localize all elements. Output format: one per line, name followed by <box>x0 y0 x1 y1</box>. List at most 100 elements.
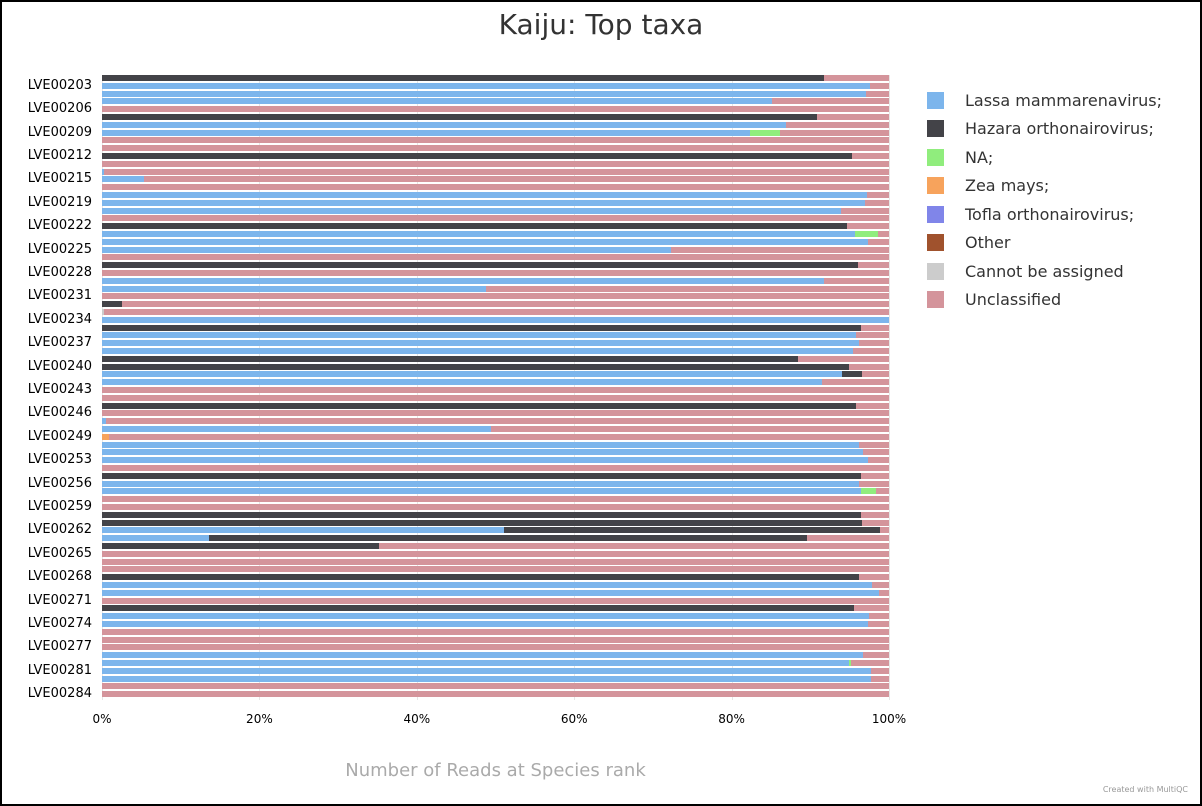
bar[interactable] <box>102 82 889 89</box>
bar[interactable] <box>102 129 889 136</box>
bar[interactable] <box>102 223 889 230</box>
bar[interactable] <box>102 145 889 152</box>
bar[interactable] <box>102 90 889 97</box>
bar[interactable] <box>102 667 889 674</box>
segment-na <box>750 129 780 136</box>
bar[interactable] <box>102 184 889 191</box>
bar[interactable] <box>102 316 889 323</box>
bar[interactable] <box>102 582 889 588</box>
legend-item[interactable]: Unclassified <box>927 286 1162 315</box>
bar[interactable] <box>102 465 889 471</box>
bar[interactable] <box>102 285 889 292</box>
bar[interactable] <box>102 160 889 167</box>
bar[interactable] <box>102 262 889 269</box>
legend-item[interactable]: NA; <box>927 143 1162 172</box>
y-axis-label: LVE00249 <box>27 428 92 444</box>
bar[interactable] <box>102 543 889 549</box>
bar[interactable] <box>102 675 889 682</box>
bar[interactable] <box>102 199 889 206</box>
bar[interactable] <box>102 75 889 81</box>
bar[interactable] <box>102 363 889 370</box>
bar[interactable] <box>102 441 889 448</box>
bar[interactable] <box>102 558 889 565</box>
bar[interactable] <box>102 613 889 620</box>
bar[interactable] <box>102 254 889 261</box>
segment-unclassified <box>144 176 889 183</box>
bar[interactable] <box>102 332 889 339</box>
bar[interactable] <box>102 348 889 354</box>
bar[interactable] <box>102 137 889 144</box>
bar[interactable] <box>102 426 889 432</box>
segment-unclassified <box>102 137 889 144</box>
bar[interactable] <box>102 683 889 690</box>
y-axis-label: LVE00240 <box>27 358 92 374</box>
bar[interactable] <box>102 98 889 105</box>
bar[interactable] <box>102 605 889 612</box>
legend-item[interactable]: Other <box>927 229 1162 258</box>
bar[interactable] <box>102 589 889 596</box>
legend-item[interactable]: Hazara orthonairovirus; <box>927 115 1162 144</box>
bar[interactable] <box>102 246 889 253</box>
bar[interactable] <box>102 121 889 128</box>
legend-item[interactable]: Lassa mammarenavirus; <box>927 86 1162 115</box>
bar[interactable] <box>102 231 889 237</box>
bar[interactable] <box>102 324 889 331</box>
bar[interactable] <box>102 621 889 627</box>
bar[interactable] <box>102 192 889 198</box>
bar[interactable] <box>102 652 889 659</box>
bar[interactable] <box>102 309 889 315</box>
bar[interactable] <box>102 293 889 300</box>
bar[interactable] <box>102 176 889 183</box>
bar[interactable] <box>102 355 889 362</box>
segment-hazara <box>102 153 852 159</box>
segment-unclassified <box>822 379 889 386</box>
bar[interactable] <box>102 535 889 542</box>
bar[interactable] <box>102 301 889 308</box>
bar[interactable] <box>102 207 889 214</box>
bar[interactable] <box>102 550 889 557</box>
bar[interactable] <box>102 418 889 425</box>
bar[interactable] <box>102 504 889 510</box>
legend-item[interactable]: Tofla orthonairovirus; <box>927 200 1162 229</box>
bar[interactable] <box>102 519 889 526</box>
legend-item[interactable]: Cannot be assigned <box>927 257 1162 286</box>
bar[interactable] <box>102 480 889 487</box>
bar[interactable] <box>102 644 889 651</box>
segment-lassa <box>102 371 842 378</box>
segment-hazara <box>102 402 856 409</box>
bar[interactable] <box>102 527 889 534</box>
bar[interactable] <box>102 472 889 479</box>
legend-item[interactable]: Zea mays; <box>927 172 1162 201</box>
bar[interactable] <box>102 574 889 581</box>
bar[interactable] <box>102 410 889 417</box>
bar[interactable] <box>102 379 889 386</box>
bar[interactable] <box>102 636 889 643</box>
segment-hazara <box>102 574 860 581</box>
bar[interactable] <box>102 691 889 698</box>
bar[interactable] <box>102 566 889 573</box>
bar[interactable] <box>102 628 889 635</box>
bar[interactable] <box>102 660 889 666</box>
bar[interactable] <box>102 449 889 456</box>
bar[interactable] <box>102 168 889 175</box>
bar[interactable] <box>102 402 889 409</box>
bar[interactable] <box>102 511 889 518</box>
bar[interactable] <box>102 597 889 604</box>
bar[interactable] <box>102 277 889 284</box>
bar[interactable] <box>102 270 889 276</box>
bar[interactable] <box>102 387 889 393</box>
bar[interactable] <box>102 394 889 401</box>
legend-label: Hazara orthonairovirus; <box>965 119 1154 139</box>
bar[interactable] <box>102 457 889 464</box>
bar[interactable] <box>102 433 889 440</box>
bar[interactable] <box>102 215 889 222</box>
bar[interactable] <box>102 340 889 347</box>
bar[interactable] <box>102 496 889 503</box>
bar[interactable] <box>102 371 889 378</box>
bar[interactable] <box>102 488 889 495</box>
bar[interactable] <box>102 238 889 245</box>
bar[interactable] <box>102 106 889 113</box>
bar[interactable] <box>102 114 889 120</box>
bar[interactable] <box>102 153 889 159</box>
segment-hazara <box>102 262 858 269</box>
